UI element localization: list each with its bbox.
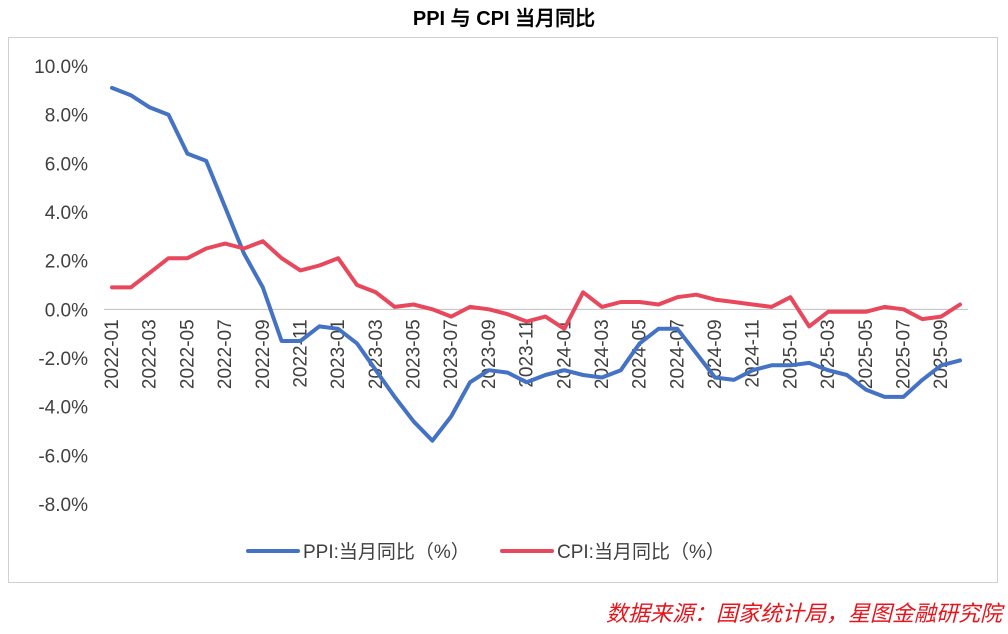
x-tick-label: 2025-01 xyxy=(780,319,801,389)
y-tick-label: 10.0% xyxy=(34,57,88,78)
series-lines xyxy=(110,85,962,443)
x-tick-label: 2022-05 xyxy=(177,319,198,389)
x-tick-label: 2023-11 xyxy=(517,319,538,387)
y-tick-label: 6.0% xyxy=(45,154,88,175)
cpi-series-line xyxy=(110,239,962,331)
x-tick-label: 2025-05 xyxy=(856,319,877,389)
x-tick-label: 2025-07 xyxy=(893,319,914,389)
y-tick-label: -8.0% xyxy=(38,495,88,516)
legend-label: CPI:当月同比（%） xyxy=(557,541,725,563)
y-tick-label: 0.0% xyxy=(45,300,88,321)
source-note: 数据来源：国家统计局，星图金融研究院 xyxy=(605,602,1002,627)
x-tick-label: 2022-09 xyxy=(253,319,274,389)
legend: PPI:当月同比（%） CPI:当月同比（%） xyxy=(246,541,725,563)
x-tick-label: 2023-07 xyxy=(441,319,462,389)
x-tick-label: 2022-11 xyxy=(290,319,311,387)
chart-title: PPI 与 CPI 当月同比 xyxy=(412,8,596,30)
y-axis-ticks: 10.0% 8.0% 6.0% 4.0% 2.0% 0.0% -2.0% -4.0% -6.0%… xyxy=(34,57,88,516)
y-tick-label: 8.0% xyxy=(45,106,88,127)
x-tick-label: 2022-07 xyxy=(215,319,236,389)
x-tick-label: 2023-01 xyxy=(328,319,349,389)
x-tick-label: 2025-09 xyxy=(931,319,952,389)
x-tick-label: 2024-03 xyxy=(592,319,613,389)
x-tick-label: 2022-03 xyxy=(140,319,161,389)
legend-label: PPI:当月同比（%） xyxy=(303,541,470,563)
x-tick-label: 2022-01 xyxy=(102,319,123,389)
y-tick-label: -4.0% xyxy=(38,398,88,419)
y-tick-label: 4.0% xyxy=(45,203,88,224)
y-tick-label: -2.0% xyxy=(38,349,88,370)
chart-frame xyxy=(8,37,998,583)
ppi-series-line xyxy=(110,85,962,443)
y-tick-label: 2.0% xyxy=(45,252,88,273)
x-tick-label: 2024-11 xyxy=(743,319,764,387)
y-tick-label: -6.0% xyxy=(38,446,88,467)
x-tick-label: 2023-09 xyxy=(479,319,500,389)
x-tick-label: 2023-03 xyxy=(366,319,387,389)
x-tick-label: 2025-03 xyxy=(818,319,839,389)
x-axis-ticks: 2022-01 2022-03 2022-05 2022-07 2022-09 2022-… xyxy=(102,319,952,389)
x-tick-label: 2023-05 xyxy=(404,319,425,389)
